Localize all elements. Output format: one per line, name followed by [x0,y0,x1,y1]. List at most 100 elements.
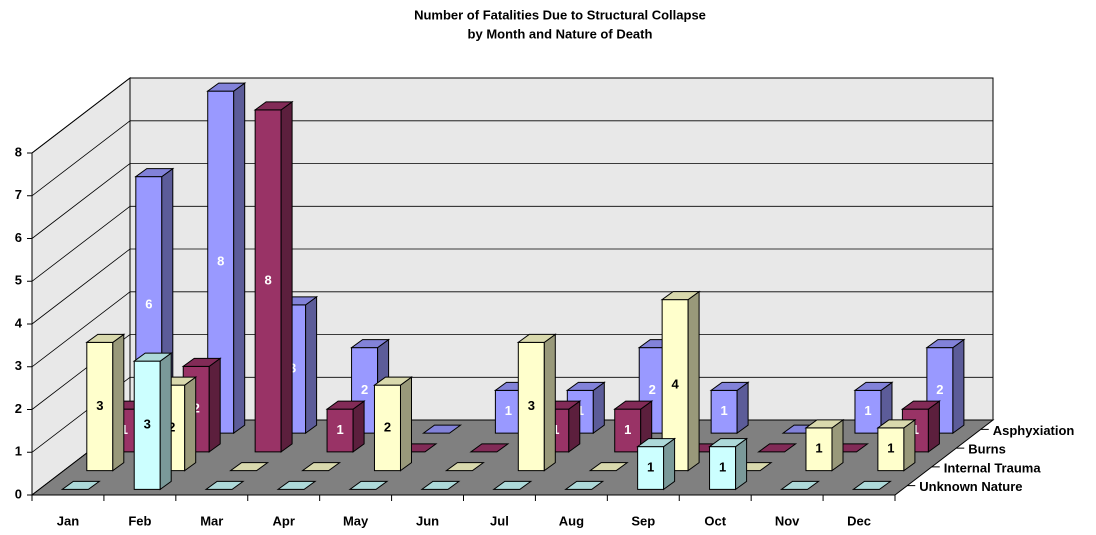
data-label: 1 [647,459,654,474]
grid-line [31,248,993,325]
legend-label: Internal Trauma [944,460,1042,475]
legend-label: Burns [968,442,1006,457]
x-tick-label: Feb [128,513,151,528]
bar-side [280,100,293,453]
data-label: 1 [864,403,871,418]
bar-top [757,443,798,453]
bar-side [592,381,605,435]
x-tick-label: Nov [775,513,800,528]
bar-front [494,389,522,434]
grid-line [31,291,993,368]
data-label: 1 [336,422,343,437]
bar-top [253,101,294,111]
x-tick-label: Aug [559,513,584,528]
bar-side [663,437,676,491]
bar-side [831,418,844,472]
bar-top [516,333,557,343]
bar-front [709,446,737,490]
bar-top [876,419,917,429]
data-label: 1 [505,403,512,418]
grid-line [31,120,993,197]
bar-top [301,462,342,472]
bar-side [352,400,365,453]
bar-top [853,381,894,391]
bar-top [325,400,366,410]
bar-side [112,333,125,472]
y-tick-label: 0 [15,486,22,501]
bar-top [372,376,414,386]
data-label: 2 [384,419,391,434]
bar-side [735,437,748,491]
chart-subtitle: by Month and Nature of Death [468,26,653,41]
data-label: 1 [577,403,584,418]
bar-top [60,480,101,490]
bar-top [420,480,461,490]
bar-top [925,339,966,349]
bar-top [900,400,941,410]
bar-front [517,341,545,472]
data-label: 2 [936,382,943,397]
legend-label: Asphyxiation [993,423,1075,438]
bar-side [184,376,197,472]
data-label: 8 [217,254,224,269]
x-tick-label: Oct [704,513,726,528]
data-label: 4 [672,377,680,392]
bar-top [804,419,845,429]
bar-top [206,82,247,92]
data-label: 3 [528,398,535,413]
grid-line [31,77,993,154]
bar-front [877,427,905,472]
bar-top [660,291,701,301]
grid-line [31,376,993,453]
data-label: 2 [361,382,368,397]
chart-title: Number of Fatalities Due to Structural C… [414,7,706,22]
bar-front [373,384,401,472]
data-label: 2 [168,419,175,434]
data-label: 1 [887,441,894,456]
bar-top [444,462,485,472]
bar-side [208,357,221,453]
x-tick-label: May [343,513,369,528]
bar-side [687,290,700,472]
data-label: 3 [289,360,296,375]
x-tick-label: Dec [847,513,871,528]
bar-side [400,376,412,472]
bar-side [305,295,318,435]
y-tick-label: 6 [15,230,22,245]
bar-top [636,438,677,448]
x-tick-label: Sep [631,513,655,528]
bar-top [565,381,606,391]
data-label: 6 [145,296,152,311]
bar-front [326,408,354,453]
bar-top [134,168,175,178]
y-tick-label: 2 [15,401,22,416]
bar-side [952,338,965,435]
bar-side [233,82,246,435]
data-label: 8 [265,272,272,287]
x-tick-label: Mar [200,513,223,528]
bar-top [204,480,245,490]
y-tick-label: 5 [15,273,22,288]
grid-line [31,205,993,282]
x-tick-label: Apr [273,513,295,528]
bar-front [86,341,114,472]
bar-top [613,400,654,410]
bar-top [421,424,463,434]
y-tick-label: 3 [15,358,22,373]
y-tick-label: 4 [15,315,23,330]
bar-top [276,480,317,490]
bar-front [254,109,282,453]
grid-line [31,334,993,410]
x-tick-label: Jul [490,513,509,528]
data-label: 2 [649,382,656,397]
bar-top [709,381,750,391]
bar-top [469,443,510,453]
bar-top [229,462,270,472]
bar-top [350,339,391,349]
bar-side [903,418,916,472]
y-tick-label: 7 [15,187,22,202]
grid-line [31,163,993,239]
bar-side [543,333,556,472]
bar-top [851,480,892,490]
bar-top [708,438,749,448]
